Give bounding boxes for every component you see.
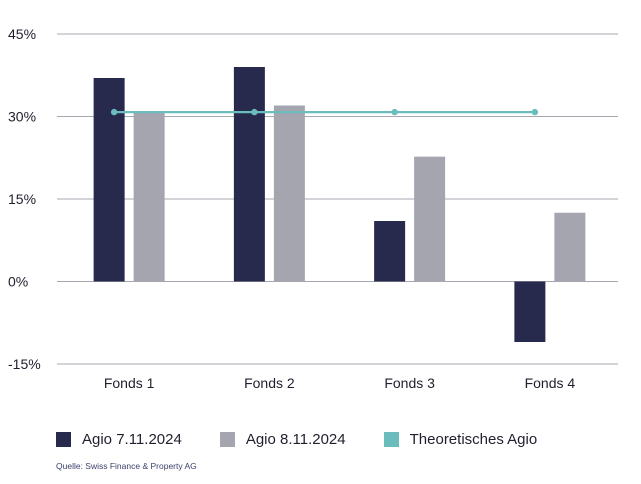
x-tick-label: Fonds 4 bbox=[525, 375, 576, 391]
legend-swatch-agio-7 bbox=[56, 432, 71, 447]
bar-agio-7 bbox=[514, 281, 546, 342]
theoretical-agio-point bbox=[110, 108, 118, 116]
y-axis-ticks: 45% 30% 15% 0% -15% bbox=[8, 26, 41, 372]
legend: Agio 7.11.2024 Agio 8.11.2024 Theoretisc… bbox=[56, 431, 575, 448]
theoretical-agio-point bbox=[531, 108, 539, 116]
bar-agio-8 bbox=[554, 212, 586, 282]
legend-label-agio-7: Agio 7.11.2024 bbox=[82, 431, 182, 448]
x-tick-label: Fonds 3 bbox=[384, 375, 435, 391]
y-tick-label: 30% bbox=[8, 109, 36, 125]
legend-label-agio-8: Agio 8.11.2024 bbox=[245, 431, 346, 448]
legend-item-agio-7: Agio 7.11.2024 bbox=[56, 431, 182, 448]
bars bbox=[93, 67, 586, 342]
legend-label-theoretical: Theoretisches Agio bbox=[409, 431, 538, 448]
legend-item-agio-8: Agio 8.11.2024 bbox=[219, 431, 346, 448]
bar-agio-7 bbox=[93, 78, 125, 282]
legend-item-theoretical: Theoretisches Agio bbox=[383, 431, 538, 448]
bar-agio-7 bbox=[374, 221, 406, 282]
theoretical-agio-point bbox=[391, 108, 398, 116]
legend-swatch-agio-8 bbox=[219, 432, 235, 447]
x-tick-label: Fonds 1 bbox=[104, 375, 155, 391]
theoretical-agio-line bbox=[110, 108, 539, 116]
y-tick-label: 0% bbox=[8, 274, 28, 290]
bar-agio-8 bbox=[133, 111, 165, 282]
y-tick-label: -15% bbox=[8, 356, 41, 372]
x-axis-labels: Fonds 1 Fonds 2 Fonds 3 Fonds 4 bbox=[104, 375, 576, 391]
bar-agio-8 bbox=[414, 156, 446, 282]
y-tick-label: 15% bbox=[8, 191, 36, 207]
bar-agio-8 bbox=[273, 105, 305, 282]
x-tick-label: Fonds 2 bbox=[244, 375, 295, 391]
y-tick-label: 45% bbox=[8, 26, 36, 42]
source-note: Quelle: Swiss Finance & Property AG bbox=[56, 461, 197, 471]
bar-agio-7 bbox=[233, 67, 265, 282]
theoretical-agio-point bbox=[251, 108, 258, 116]
legend-swatch-theoretical bbox=[383, 432, 399, 447]
